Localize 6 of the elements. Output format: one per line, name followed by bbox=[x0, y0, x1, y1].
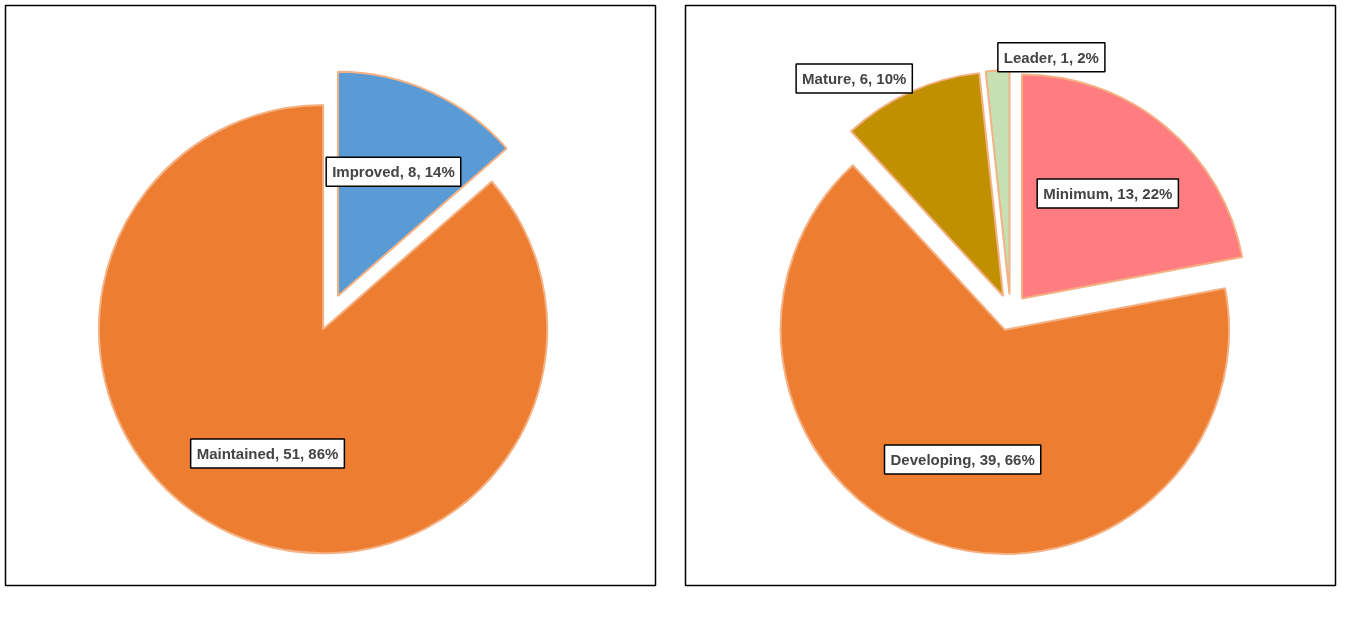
slice-label: Mature, 6, 10% bbox=[802, 70, 907, 88]
slice-label: Leader, 1, 2% bbox=[1003, 48, 1099, 66]
slice-label: Developing, 39, 66% bbox=[890, 450, 1035, 468]
slice-label: Minimum, 13, 22% bbox=[1043, 184, 1173, 202]
slice-label: Maintained, 51, 86% bbox=[196, 444, 339, 462]
slice-label: Improved, 8, 14% bbox=[332, 163, 455, 181]
